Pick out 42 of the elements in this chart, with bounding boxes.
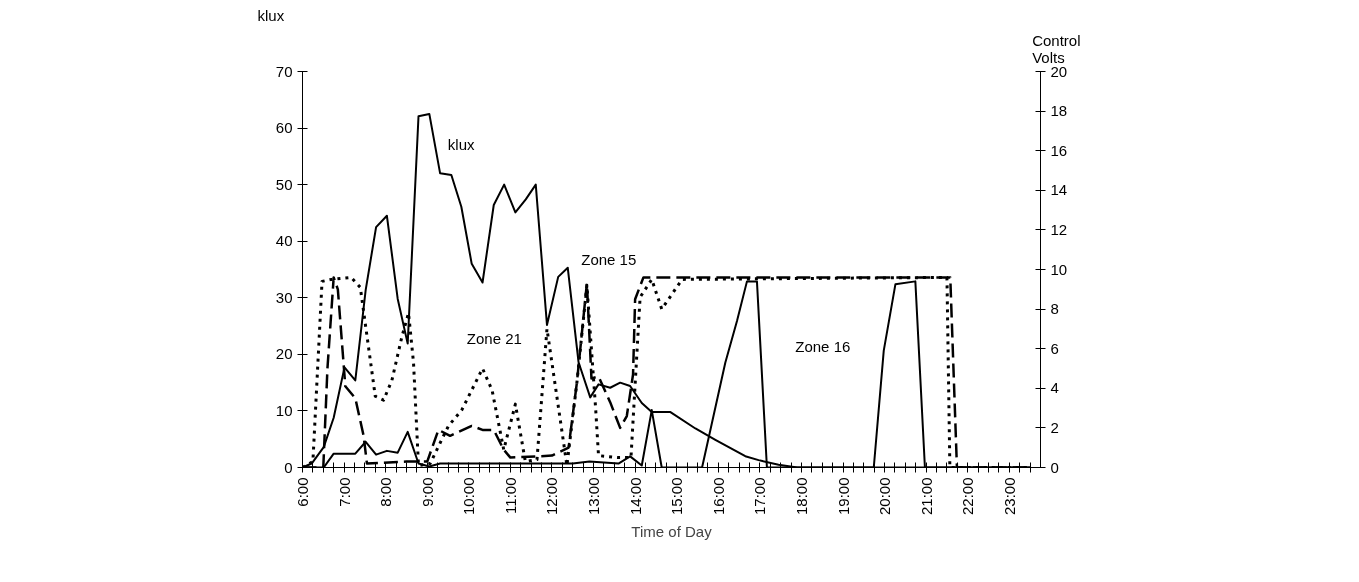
x-tick-label: 18:00: [792, 477, 810, 516]
x-tick-label: 8:00: [377, 477, 395, 507]
y2-tick-label: 6: [1050, 339, 1059, 357]
y2-tick-label: 2: [1050, 418, 1059, 436]
y-tick-label: 70: [275, 62, 293, 80]
y-tick-label: 40: [275, 232, 293, 250]
y-tick-label: 50: [275, 175, 293, 193]
x-tick-label: 12:00: [543, 477, 561, 516]
y-tick-label: 0: [284, 458, 293, 476]
y2-tick-label: 0: [1050, 458, 1059, 476]
x-tick-label: 10:00: [460, 477, 478, 516]
series-label: klux: [447, 136, 476, 154]
y2-tick-label: 18: [1050, 102, 1068, 120]
series-label: Zone 15: [581, 251, 637, 269]
x-tick-label: 6:00: [294, 477, 311, 507]
y-tick-label: 60: [275, 119, 293, 137]
x-tick-label: 19:00: [834, 477, 852, 516]
x-tick-label: 15:00: [668, 477, 686, 516]
y-tick-label: 30: [275, 288, 293, 306]
x-tick-label: 7:00: [335, 477, 353, 507]
x-tick-label: 20:00: [876, 477, 894, 516]
x-tick-label: 21:00: [917, 477, 935, 516]
x-tick-label: 17:00: [751, 477, 769, 516]
y2-tick-label: 10: [1050, 260, 1068, 278]
y2-tick-label: 14: [1050, 181, 1068, 199]
y-tick-label: 20: [275, 345, 293, 363]
y2-tick-label: 12: [1050, 220, 1068, 238]
x-tick-label: 9:00: [418, 477, 436, 507]
x-axis-title: Time of Day: [631, 523, 713, 541]
y2-tick-label: 16: [1050, 141, 1068, 159]
y-axis-title: klux: [257, 6, 285, 24]
x-tick-label: 11:00: [501, 477, 519, 514]
x-tick-label: 14:00: [626, 477, 644, 516]
x-tick-label: 22:00: [959, 477, 977, 516]
x-tick-label: 23:00: [1000, 477, 1018, 516]
text: Zone 16: [795, 338, 851, 356]
series-label: Zone 21: [466, 330, 522, 348]
y2-tick-label: 8: [1050, 300, 1059, 318]
y2-tick-label: 4: [1050, 379, 1059, 397]
x-tick-label: 13:00: [585, 477, 603, 516]
x-tick-label: 16:00: [709, 477, 727, 516]
y-tick-label: 10: [275, 401, 293, 419]
